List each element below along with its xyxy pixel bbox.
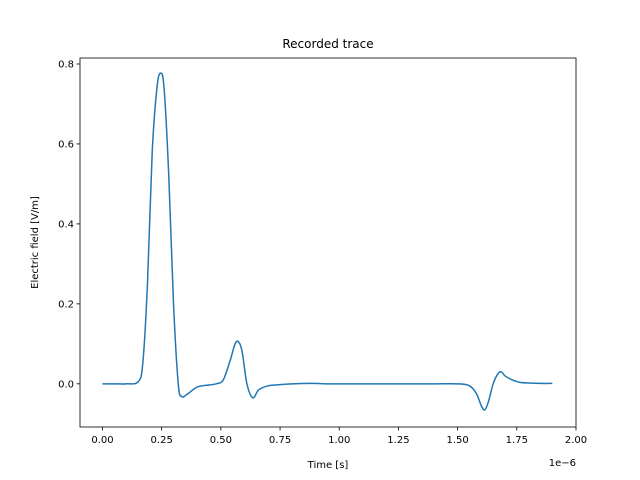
x-tick-label: 0.50 xyxy=(210,435,232,446)
y-tick-label: 0.0 xyxy=(58,379,74,390)
x-axis-offset-label: 1e−6 xyxy=(549,458,576,469)
y-tick-label: 0.4 xyxy=(58,219,74,230)
x-tick-label: 2.00 xyxy=(565,435,587,446)
x-tick-label: 1.25 xyxy=(387,435,409,446)
y-axis-ticks: 0.0 0.2 0.4 0.6 0.8 xyxy=(58,59,80,390)
x-tick-label: 1.50 xyxy=(446,435,468,446)
x-tick-label: 1.75 xyxy=(506,435,528,446)
chart-title: Recorded trace xyxy=(282,37,373,51)
y-axis-label: Electric field [V/m] xyxy=(30,196,41,289)
plot-area xyxy=(79,57,577,428)
series-line-0 xyxy=(102,72,553,411)
x-tick-label: 0.00 xyxy=(91,435,113,446)
x-tick-label: 0.25 xyxy=(151,435,173,446)
series-group xyxy=(102,72,553,411)
x-tick-label: 1.00 xyxy=(328,435,350,446)
x-axis-label: Time [s] xyxy=(307,460,349,471)
x-tick-label: 0.75 xyxy=(269,435,291,446)
y-tick-label: 0.8 xyxy=(58,59,74,70)
axes-frame xyxy=(79,57,577,428)
y-tick-label: 0.2 xyxy=(58,299,74,310)
y-tick-label: 0.6 xyxy=(58,139,74,150)
x-axis-ticks: 0.00 0.25 0.50 0.75 1.00 1.25 1.50 1.75 2.00 xyxy=(91,427,587,446)
